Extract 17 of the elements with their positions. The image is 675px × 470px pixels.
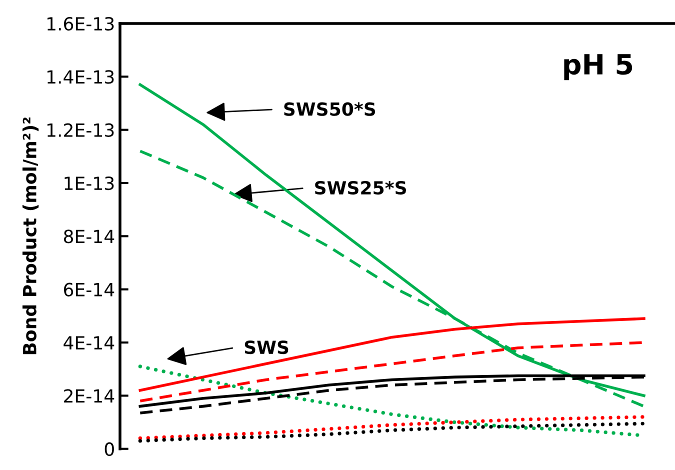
y-tick-label: 1.6E-13 xyxy=(48,16,114,31)
y-tick-label: 0 xyxy=(104,442,114,456)
line-series xyxy=(138,317,646,392)
line-series xyxy=(138,422,646,443)
annotation: SWS xyxy=(244,340,288,354)
annotation: SWS25*S xyxy=(315,180,406,195)
y-axis-title: Bond Product (mol/m²)² xyxy=(22,118,39,354)
line-series xyxy=(138,415,646,440)
y-tick-label: 1.4E-13 xyxy=(48,70,114,84)
y-tick-label: 2E-14 xyxy=(64,389,114,403)
y-tick-label: 1.2E-13 xyxy=(48,123,114,137)
y-tick-label: 6E-14 xyxy=(64,282,114,296)
text: pH 5 xyxy=(564,54,632,80)
y-tick-label: 8E-14 xyxy=(64,230,114,244)
y-tick-label: 1E-13 xyxy=(64,176,114,190)
annotation: SWS50*S xyxy=(284,102,376,116)
y-tick-label: 4E-14 xyxy=(64,336,114,350)
